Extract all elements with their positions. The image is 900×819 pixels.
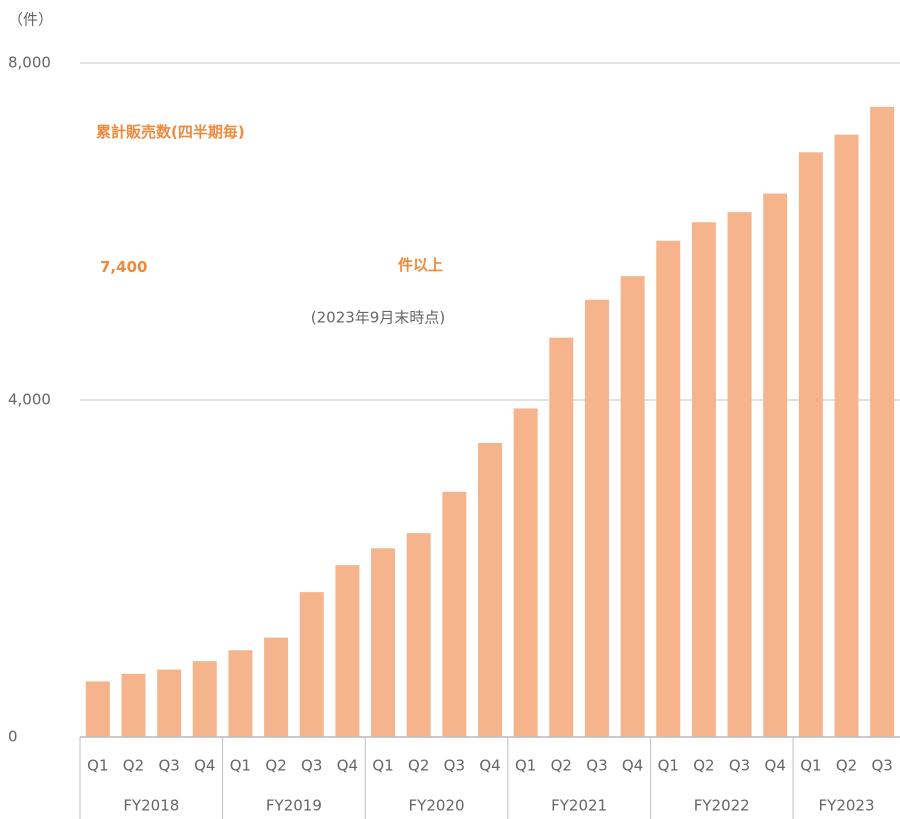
bar (335, 565, 360, 737)
bar (406, 533, 431, 737)
bar (763, 193, 788, 737)
x-tick-label: Q4 (622, 757, 643, 775)
group-label: FY2021 (551, 797, 607, 815)
x-tick-label: Q3 (729, 757, 750, 775)
x-tick-label: Q3 (586, 757, 607, 775)
bar (834, 134, 859, 738)
x-tick-label: Q2 (551, 757, 572, 775)
x-tick-label: Q4 (194, 757, 215, 775)
x-tick-label: Q2 (693, 757, 714, 775)
headline: 累計販売数(四半期毎) (96, 123, 245, 141)
bar (228, 650, 253, 737)
group-label: FY2023 (819, 797, 875, 815)
bar (85, 681, 110, 737)
x-tick-label: Q2 (836, 757, 857, 775)
x-tick-label: Q3 (444, 757, 465, 775)
bar (656, 240, 681, 737)
bar (442, 491, 467, 737)
bar (478, 442, 502, 737)
bar (620, 276, 645, 737)
x-tick-label: Q2 (265, 757, 286, 775)
figure-unit: 件以上 (398, 256, 443, 274)
bar (264, 637, 289, 737)
bar (299, 592, 324, 737)
group-label: FY2020 (409, 797, 465, 815)
x-tick-label: Q1 (230, 757, 251, 775)
x-tick-label: Q1 (658, 757, 679, 775)
x-tick-label: Q1 (87, 757, 108, 775)
bar (121, 673, 146, 737)
figure: 7,400 (100, 258, 147, 276)
y-tick-label: 8,000 (8, 54, 51, 72)
x-tick-label: Q4 (765, 757, 786, 775)
group-label: FY2018 (123, 797, 179, 815)
bar (157, 669, 182, 737)
x-tick-label: Q4 (337, 757, 358, 775)
y-tick-label: 0 (8, 728, 18, 746)
bar (870, 106, 895, 737)
bar (549, 337, 574, 737)
x-tick-label: Q3 (301, 757, 322, 775)
x-tick-label: Q4 (479, 757, 500, 775)
x-tick-label: Q1 (372, 757, 393, 775)
bar (371, 548, 396, 737)
x-tick-label: Q1 (800, 757, 821, 775)
bar (584, 299, 609, 737)
note: (2023年9月末時点) (311, 309, 445, 327)
group-label: FY2022 (694, 797, 750, 815)
bar (798, 152, 823, 737)
group-label: FY2019 (266, 797, 322, 815)
y-tick-label: 4,000 (8, 391, 51, 409)
bar (513, 408, 538, 737)
x-tick-label: Q2 (408, 757, 429, 775)
bar (192, 661, 217, 737)
x-tick-label: Q2 (123, 757, 144, 775)
y-unit: （件） (8, 11, 53, 29)
x-tick-label: Q3 (871, 757, 892, 775)
x-tick-label: Q1 (515, 757, 536, 775)
bar (691, 222, 716, 738)
x-tick-label: Q3 (158, 757, 179, 775)
bar (727, 212, 752, 737)
